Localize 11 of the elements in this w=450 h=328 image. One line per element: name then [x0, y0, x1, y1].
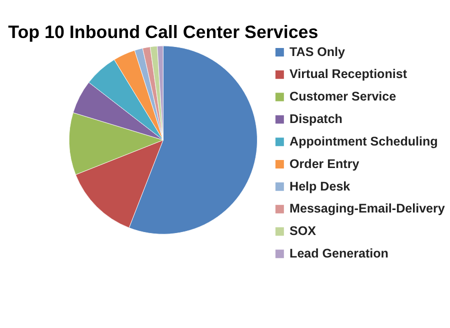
legend-label: Help Desk [290, 179, 350, 194]
legend-label: Appointment Scheduling [290, 134, 438, 148]
legend-label: Order Entry [290, 156, 360, 171]
legend-label: Dispatch [290, 112, 342, 126]
legend-label: Lead Generation [290, 246, 388, 260]
legend-label: TAS Only [290, 44, 346, 59]
chart-title: Top 10 Inbound Call Center Services [8, 22, 318, 42]
legend-label: SOX [290, 224, 317, 238]
legend-label: Customer Service [290, 90, 396, 104]
legend-label: Messaging-Email-Delivery [290, 202, 445, 216]
legend-label: Virtual Receptionist [290, 67, 408, 82]
